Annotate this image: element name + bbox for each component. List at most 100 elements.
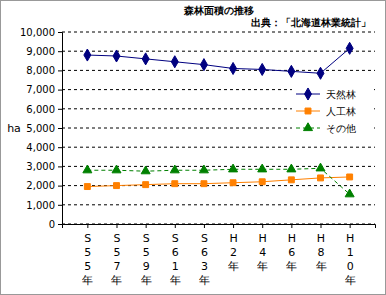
marker xyxy=(318,175,324,181)
y-tick: 8,000 xyxy=(26,65,62,76)
marker xyxy=(114,183,120,189)
marker xyxy=(113,50,120,62)
y-tick-mark xyxy=(58,32,62,33)
y-tick-label: 0 xyxy=(49,219,55,230)
background xyxy=(1,1,386,295)
grid-line xyxy=(62,51,375,52)
x-tick: S57年 xyxy=(111,224,122,287)
y-tick-mark xyxy=(58,205,62,206)
subtitle: 出典：「北海道林業統計」 xyxy=(251,17,371,28)
x-tick-mark xyxy=(233,224,234,228)
marker xyxy=(230,180,236,186)
marker xyxy=(259,63,266,75)
x-tick: H8年 xyxy=(316,224,327,273)
x-axis-line xyxy=(63,225,376,229)
x-tick-mark xyxy=(321,224,322,228)
y-tick-label: 8,000 xyxy=(26,65,55,76)
y-tick-label: 10,000 xyxy=(20,27,55,38)
y-tick-mark xyxy=(58,109,62,110)
legend-marker xyxy=(305,108,311,114)
legend-marker xyxy=(305,88,312,100)
marker xyxy=(84,49,91,61)
marker xyxy=(317,67,324,79)
x-tick-mark xyxy=(204,224,205,228)
x-tick: S59年 xyxy=(141,224,152,287)
y-tick: 2,000 xyxy=(26,180,62,191)
grid-line xyxy=(62,32,375,33)
line xyxy=(87,168,349,194)
grid-line xyxy=(62,147,375,148)
marker xyxy=(229,164,238,172)
y-tick-mark xyxy=(58,90,62,91)
x-tick: H2年 xyxy=(228,224,239,273)
x-tick-label: S57年 xyxy=(111,232,122,287)
marker xyxy=(141,166,150,174)
x-tick: S55年 xyxy=(82,224,93,287)
marker xyxy=(259,179,265,185)
line xyxy=(87,177,349,187)
x-tick-label: S55年 xyxy=(82,232,93,287)
marker xyxy=(143,182,149,188)
y-tick-mark xyxy=(58,166,62,167)
y-tick-label: 1,000 xyxy=(26,200,55,211)
grid-line xyxy=(62,70,375,71)
x-tick-mark xyxy=(87,224,88,228)
series xyxy=(84,42,353,79)
y-tick-mark xyxy=(58,147,62,148)
x-tick-mark xyxy=(262,224,263,228)
x-tick: H10年 xyxy=(345,224,356,287)
y-tick-mark xyxy=(58,186,62,187)
grid-line xyxy=(62,166,375,167)
marker xyxy=(346,42,353,54)
y-tick: 6,000 xyxy=(26,104,62,115)
x-tick-mark xyxy=(350,224,351,228)
legend-marker xyxy=(304,123,313,131)
marker xyxy=(142,53,149,65)
marker xyxy=(347,174,353,180)
y-tick-label: 4,000 xyxy=(26,142,55,153)
y-axis: 0 1,000 2,000 3,000 4,000 5,000 6,000 7,000 8,00… xyxy=(20,27,63,230)
y-axis-line xyxy=(58,33,63,225)
legend-label: 人工林 xyxy=(326,106,356,117)
series xyxy=(84,174,352,190)
x-tick: H6年 xyxy=(286,224,297,273)
grid-line xyxy=(62,204,375,205)
y-tick-mark xyxy=(58,224,62,225)
y-tick: 7,000 xyxy=(26,84,62,95)
y-tick-mark xyxy=(58,70,62,71)
x-tick-label: H8年 xyxy=(316,232,327,273)
x-tick-mark xyxy=(291,224,292,228)
x-tick-label: H6年 xyxy=(286,232,297,273)
marker xyxy=(201,181,207,187)
marker xyxy=(200,59,207,71)
grid xyxy=(62,32,375,224)
x-tick-mark xyxy=(116,224,117,228)
marker xyxy=(172,181,178,187)
marker xyxy=(112,165,121,173)
y-axis-title: ha xyxy=(7,122,21,135)
x-tick-label: S59年 xyxy=(141,232,152,287)
marker xyxy=(316,163,325,171)
x-tick: H4年 xyxy=(257,224,268,273)
marker xyxy=(230,62,237,74)
marker xyxy=(199,165,208,173)
x-tick-label: S63年 xyxy=(199,232,210,287)
line xyxy=(87,48,349,73)
x-tick: S63年 xyxy=(199,224,210,287)
y-tick: 1,000 xyxy=(26,200,62,211)
marker xyxy=(345,189,354,197)
legend-label: その他 xyxy=(326,123,356,134)
y-tick-label: 3,000 xyxy=(26,161,55,172)
y-tick-label: 6,000 xyxy=(26,104,55,115)
y-tick-mark xyxy=(58,128,62,129)
marker xyxy=(288,177,294,183)
y-tick-label: 9,000 xyxy=(26,46,55,57)
x-tick: S61年 xyxy=(170,224,181,287)
x-tick-mark xyxy=(175,224,176,228)
x-tick-label: H10年 xyxy=(345,232,356,287)
marker xyxy=(288,65,295,77)
marker xyxy=(287,164,296,172)
y-tick: 9,000 xyxy=(26,46,62,57)
title: 森林面積の推移 xyxy=(183,5,254,16)
y-tick-label: 5,000 xyxy=(26,123,55,134)
